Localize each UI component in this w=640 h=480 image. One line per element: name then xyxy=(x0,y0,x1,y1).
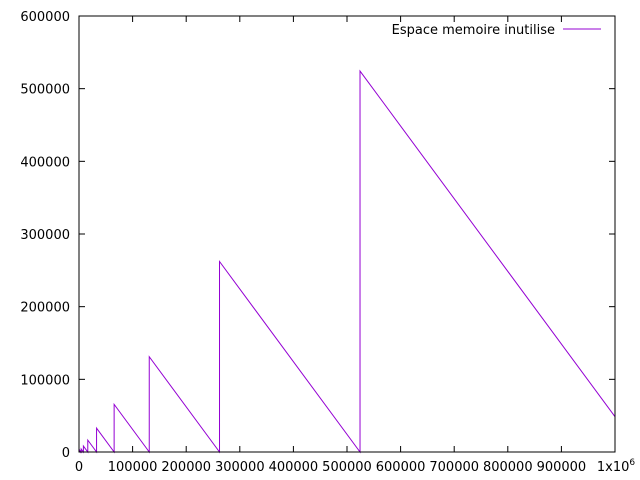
x-tick-label: 700000 xyxy=(429,460,479,475)
y-tick-label: 500000 xyxy=(20,83,70,98)
x-tick-label: 800000 xyxy=(483,460,533,475)
x-tick-label-last: 1x106 xyxy=(597,458,636,475)
tick-marks xyxy=(78,15,616,453)
series-layer xyxy=(78,69,616,454)
y-tick-label: 0 xyxy=(62,446,70,461)
x-tick-label: 500000 xyxy=(322,460,372,475)
x-tick-label: 300000 xyxy=(215,460,265,475)
legend-label: Espace memoire inutilise xyxy=(392,23,555,38)
y-tick-label: 600000 xyxy=(20,10,70,25)
y-tick-label: 400000 xyxy=(20,155,70,170)
series-line xyxy=(78,69,616,454)
x-tick-label: 100000 xyxy=(108,460,158,475)
x-tick-label: 0 xyxy=(75,460,83,475)
x-tick-label: 900000 xyxy=(537,460,587,475)
plot-frame xyxy=(78,15,616,453)
y-tick-label: 300000 xyxy=(20,228,70,243)
y-tick-label: 200000 xyxy=(20,301,70,316)
x-tick-label: 200000 xyxy=(161,460,211,475)
x-tick-label: 400000 xyxy=(269,460,319,475)
y-tick-label: 100000 xyxy=(20,373,70,388)
x-tick-label: 600000 xyxy=(376,460,426,475)
legend: Espace memoire inutilise xyxy=(392,23,601,38)
